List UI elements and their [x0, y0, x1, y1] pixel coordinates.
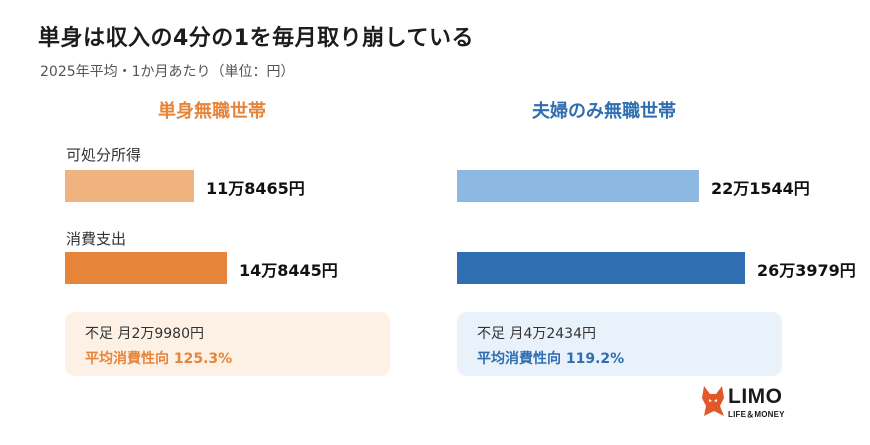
- group-title-single: 単身無職世帯: [158, 101, 266, 122]
- summary-box-single: 不足 月2万9980円 平均消費性向 125.3%: [65, 312, 390, 376]
- row-label-spending: 消費支出: [66, 230, 127, 248]
- bar-value-single-income: 11万8465円: [206, 179, 305, 198]
- fox-icon: [702, 386, 724, 416]
- chart-subtitle: 2025年平均・1か月あたり（単位：円）: [40, 64, 295, 80]
- bar-couple-income: [457, 170, 699, 202]
- bar-value-single-spending: 14万8445円: [239, 261, 338, 280]
- row-label-income: 可処分所得: [66, 146, 142, 164]
- summary-box-couple: 不足 月4万2434円 平均消費性向 119.2%: [457, 312, 782, 376]
- shortfall-text-couple: 不足 月4万2434円: [477, 326, 596, 342]
- propensity-text-single: 平均消費性向 125.3%: [85, 351, 233, 367]
- bar-value-couple-income: 22万1544円: [711, 179, 810, 198]
- logo-tagline: LIFE＆MONEY: [728, 410, 785, 419]
- group-title-couple: 夫婦のみ無職世帯: [532, 101, 676, 122]
- bar-couple-spending: [457, 252, 745, 284]
- bar-value-couple-spending: 26万3979円: [757, 261, 856, 280]
- propensity-text-couple: 平均消費性向 119.2%: [477, 351, 625, 367]
- shortfall-text-single: 不足 月2万9980円: [85, 326, 204, 342]
- logo-name: LIMO: [728, 385, 783, 408]
- limo-logo: LIMO LIFE＆MONEY: [700, 384, 800, 424]
- bar-single-spending: [65, 252, 227, 284]
- bar-single-income: [65, 170, 194, 202]
- chart-title: 単身は収入の4分の1を毎月取り崩している: [38, 26, 474, 51]
